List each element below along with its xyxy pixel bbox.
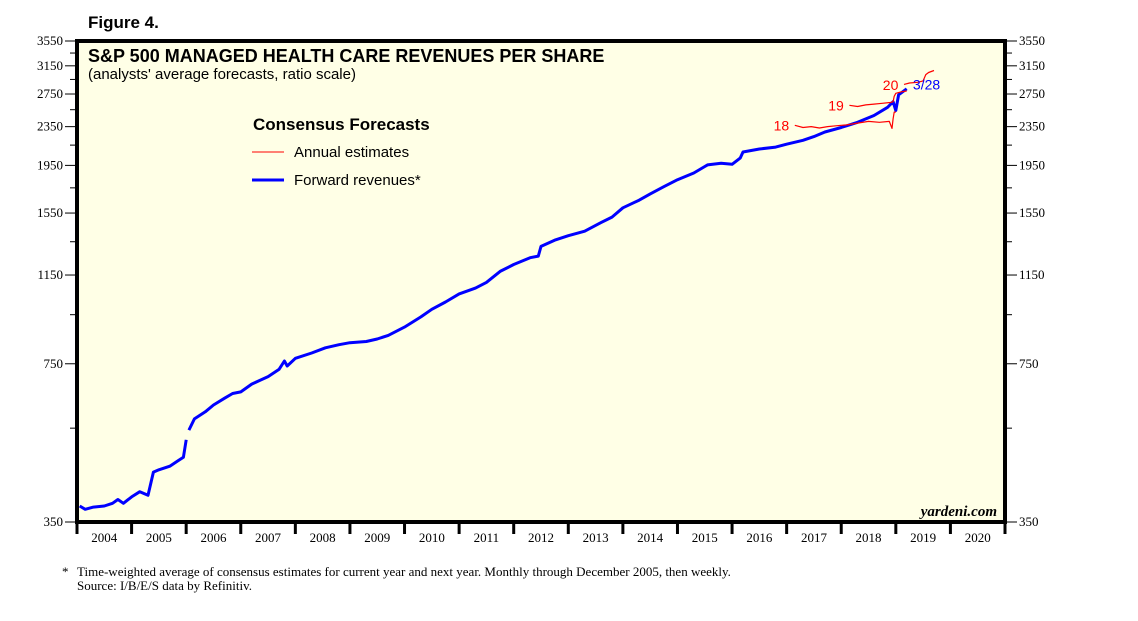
series-annual-estimate-2018-line <box>794 111 896 129</box>
x-tick-label: 2011 <box>474 530 500 545</box>
legend-label-annual-estimates: Annual estimates <box>294 144 409 161</box>
y-tick-label-right: 3550 <box>1019 33 1045 48</box>
footnote-source: Source: I/B/E/S data by Refinitiv. <box>77 578 252 593</box>
y-axis-left: 350 750 1150 1550 1950 2350 2750 3150 3550 <box>37 33 77 529</box>
plot-frame <box>75 39 1007 524</box>
x-axis: 2004 2005 2006 2007 2008 2009 2010 2011 2012 2013… <box>75 522 1007 545</box>
series-forward-revenues-line <box>187 87 908 431</box>
x-tick-label: 2020 <box>965 530 991 545</box>
series-annual-estimate-2020-line <box>903 69 935 85</box>
x-tick-label: 2007 <box>255 530 282 545</box>
annotation-3-28: 3/28 <box>913 76 940 92</box>
x-tick-label: 2018 <box>856 530 882 545</box>
footnote-marker: * <box>62 564 69 579</box>
x-tick-label: 2008 <box>310 530 336 545</box>
x-tick-label: 2010 <box>419 530 445 545</box>
y-tick-label-left: 2750 <box>37 86 63 101</box>
y-axis-right: 350 750 1150 1550 1950 2350 2750 3150 3550 <box>1005 33 1045 529</box>
y-tick-label-left: 1550 <box>37 205 63 220</box>
x-tick-label: 2005 <box>146 530 172 545</box>
annotation-20: 20 <box>883 77 899 93</box>
x-tick-label: 2009 <box>364 530 390 545</box>
x-tick-label: 2013 <box>583 530 609 545</box>
x-tick-label: 2006 <box>200 530 227 545</box>
series-annual-estimate-2019-line <box>849 90 907 108</box>
y-tick-label-left: 350 <box>44 514 64 529</box>
x-tick-label: 2015 <box>692 530 718 545</box>
figure-label: Figure 4. <box>88 13 159 32</box>
legend-label-forward-revenues: Forward revenues* <box>294 172 421 189</box>
series-layer <box>78 69 935 511</box>
y-tick-label-left: 1150 <box>37 267 63 282</box>
y-tick-label-left: 3550 <box>37 33 63 48</box>
y-tick-label-left: 3150 <box>37 58 63 73</box>
y-tick-label-left: 1950 <box>37 157 63 172</box>
chart-subtitle: (analysts' average forecasts, ratio scal… <box>88 66 356 83</box>
annotation-19: 19 <box>828 97 844 113</box>
plot-area <box>77 41 1005 522</box>
watermark: yardeni.com <box>919 504 997 520</box>
x-tick-label: 2012 <box>528 530 554 545</box>
y-tick-label-right: 350 <box>1019 514 1039 529</box>
y-tick-label-left: 750 <box>44 356 64 371</box>
y-tick-label-right: 1150 <box>1019 267 1045 282</box>
x-tick-label: 2014 <box>637 530 664 545</box>
footnote-line-1: Time-weighted average of consensus estim… <box>77 564 731 579</box>
y-tick-label-right: 1550 <box>1019 205 1045 220</box>
x-tick-label: 2019 <box>910 530 936 545</box>
legend-title: Consensus Forecasts <box>253 115 430 134</box>
series-forward-revenues-line <box>78 439 188 511</box>
y-tick-label-right: 2750 <box>1019 86 1045 101</box>
annotations: 18 19 20 3/28 <box>774 76 941 133</box>
annotation-18: 18 <box>774 117 790 133</box>
legend: Consensus Forecasts Annual estimates For… <box>252 115 430 189</box>
x-tick-label: 2017 <box>801 530 828 545</box>
y-tick-label-right: 1950 <box>1019 157 1045 172</box>
y-tick-label-right: 3150 <box>1019 58 1045 73</box>
x-tick-label: 2004 <box>91 530 118 545</box>
y-tick-label-left: 2350 <box>37 119 63 134</box>
y-tick-label-right: 2350 <box>1019 119 1045 134</box>
x-tick-label: 2016 <box>746 530 773 545</box>
y-tick-label-right: 750 <box>1019 356 1039 371</box>
chart-title: S&P 500 MANAGED HEALTH CARE REVENUES PER… <box>88 46 604 66</box>
